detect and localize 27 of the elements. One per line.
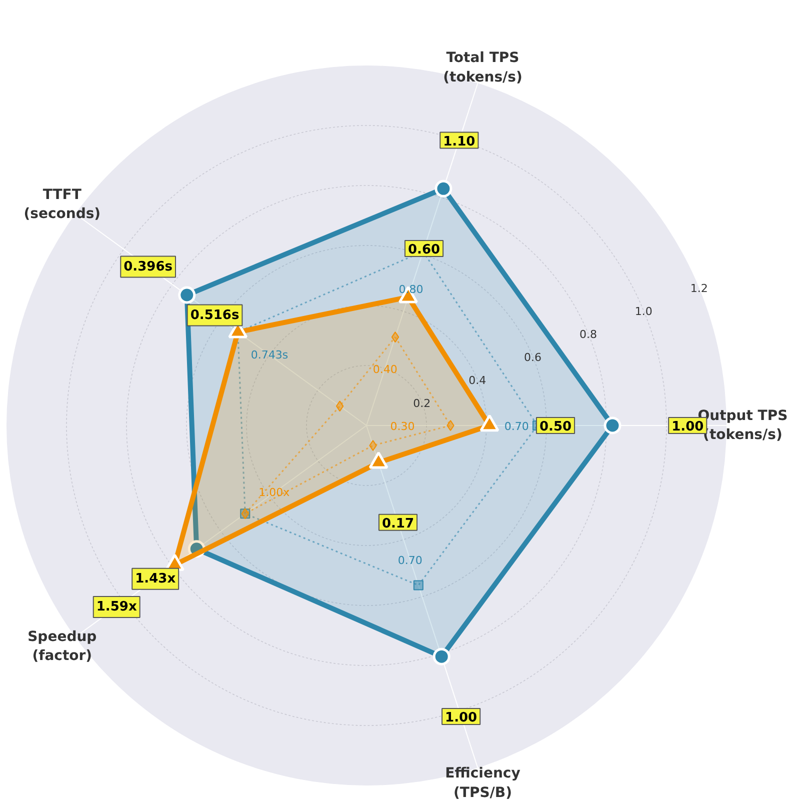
text: 1.00x	[258, 486, 290, 500]
text: 0.60	[408, 242, 440, 258]
y-tick-label: 1.0	[634, 305, 652, 318]
text: 0.80	[398, 283, 424, 296]
text: 1.00	[445, 710, 478, 726]
text: 0.30	[390, 420, 415, 433]
text: 0.50	[539, 420, 572, 434]
text: 1.43x	[135, 571, 176, 586]
y-tick-label: 0.8	[579, 328, 597, 342]
text: 0.396s	[124, 259, 173, 274]
text: 1.59x	[96, 600, 138, 615]
y-tick-label: 0.2	[413, 397, 431, 410]
text: 0.516s	[190, 308, 240, 323]
spoke-label: Speedup (factor)	[28, 629, 97, 664]
text: 0.17	[382, 516, 414, 532]
text: 0.40	[372, 362, 398, 376]
y-tick-label: 0.4	[468, 374, 486, 388]
y-tick-label: 1.2	[690, 282, 708, 296]
spoke-label: TTFT (seconds)	[24, 186, 101, 222]
text: 0.70	[398, 554, 422, 568]
text: 0.70	[504, 420, 529, 433]
text: 1.00	[672, 420, 704, 434]
spoke-label: Total TPS (tokens/s)	[443, 50, 522, 86]
text: 1.10	[443, 134, 476, 150]
text: 0.743s	[250, 348, 288, 362]
y-tick-label: 0.6	[524, 351, 542, 364]
spoke-label: Efficiency (TPS/B)	[445, 766, 520, 801]
